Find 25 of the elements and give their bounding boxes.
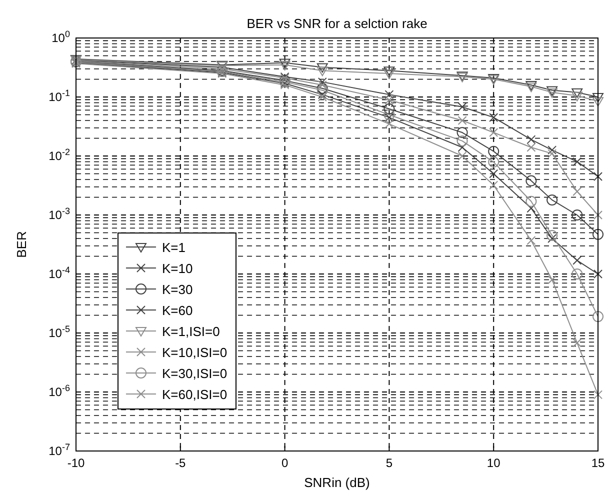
y-tick-label: 10$^{-6}$	[48, 383, 70, 399]
y-tick-label: 10$^{-7}$	[48, 442, 70, 458]
legend-label: K=60	[162, 303, 193, 318]
y-tick-label: 10$^{-4}$	[48, 265, 70, 281]
y-tick-label: 10$^{-1}$	[48, 88, 70, 104]
y-tick-label: 10$^{-2}$	[48, 147, 70, 163]
x-tick-label: 10	[486, 456, 501, 470]
legend-label: K=30,ISI=0	[162, 366, 228, 381]
x-tick-label: -5	[175, 456, 186, 470]
x-tick-label: 15	[591, 456, 605, 470]
chart-title: BER vs SNR for a selction rake	[246, 16, 428, 31]
legend-label: K=10	[162, 261, 193, 276]
legend-label: K=30	[162, 282, 193, 297]
y-axis-title: BER	[14, 231, 29, 258]
legend-label: K=10,ISI=0	[162, 345, 228, 360]
x-tick-label: 0	[281, 456, 288, 470]
y-tick-label: 10$^{-3}$	[48, 206, 70, 222]
y-tick-label: 10$^{-5}$	[48, 324, 70, 340]
legend-label: K=1	[162, 240, 186, 255]
legend-label: K=60,ISI=0	[162, 387, 228, 402]
y-tick-label: 10$^{0}$	[52, 29, 70, 45]
legend-label: K=1,ISI=0	[162, 324, 220, 339]
x-axis-title: SNRin (dB)	[304, 475, 370, 490]
x-tick-label: 5	[386, 456, 393, 470]
x-tick-label: -10	[67, 456, 85, 470]
